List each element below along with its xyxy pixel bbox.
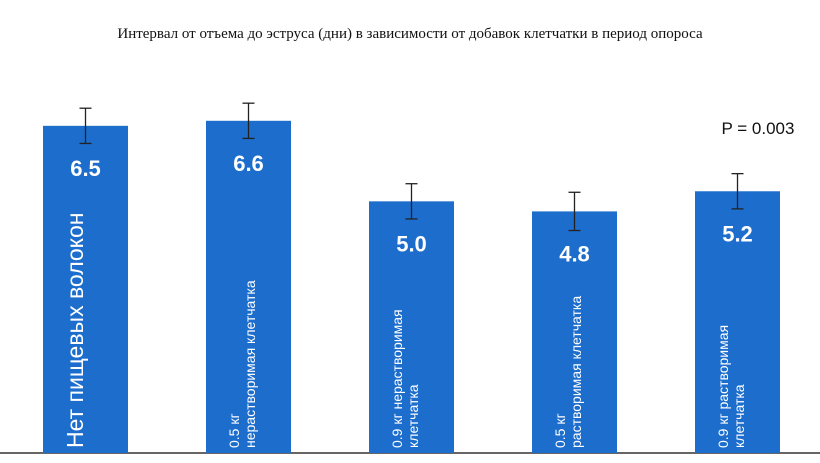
category-label: 0.5 кграстворимая клетчатка xyxy=(552,296,584,448)
chart-title: Интервал от отъема до эструса (дни) в за… xyxy=(117,26,703,42)
bar xyxy=(206,120,291,454)
value-label: 5.2 xyxy=(722,221,753,246)
bar xyxy=(695,191,780,453)
bar xyxy=(369,201,454,453)
value-label: 4.8 xyxy=(559,241,590,266)
value-label: 5.0 xyxy=(396,231,427,256)
annotation: P = 0.003 xyxy=(722,119,795,138)
value-label: 6.6 xyxy=(233,151,264,176)
bar xyxy=(43,125,128,453)
category-label: 0.9 кг нерастворимаяклетчатка xyxy=(389,309,421,448)
category-label: 0.9 кг растворимаяклетчатка xyxy=(715,325,747,448)
category-label: Нет пищевых волокон xyxy=(62,213,88,449)
category-label: 0.5 кгнерастворимая клетчатка xyxy=(226,280,258,448)
bar xyxy=(532,211,617,453)
value-label: 6.5 xyxy=(70,156,101,181)
